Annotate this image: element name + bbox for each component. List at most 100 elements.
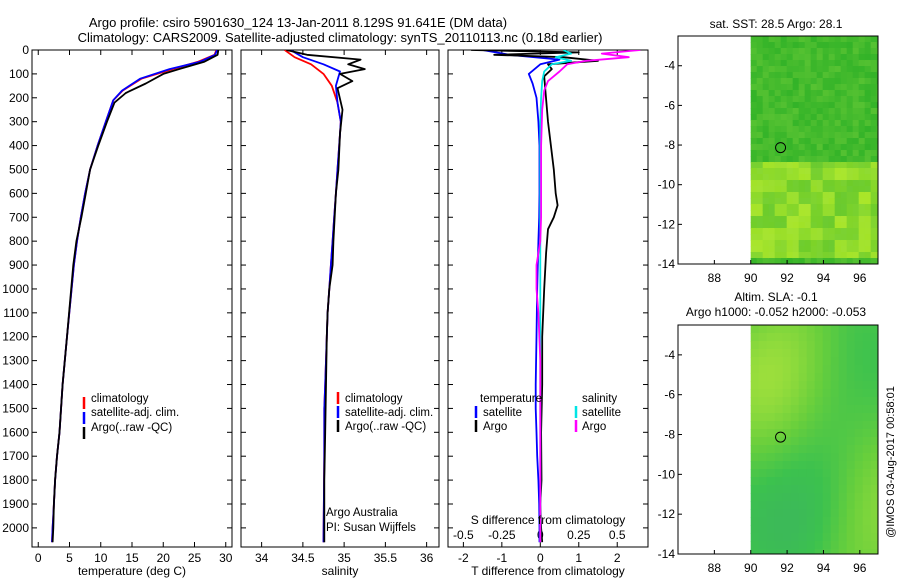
heatmap-cell xyxy=(806,477,816,486)
heatmap-cell xyxy=(758,525,768,534)
heatmap-cell xyxy=(782,525,792,534)
map-y-tick-label: -6 xyxy=(664,98,675,112)
heatmap-cell xyxy=(840,138,848,145)
heatmap-cell xyxy=(870,341,878,350)
heatmap-cell xyxy=(810,54,818,61)
heatmap-cell xyxy=(762,234,770,241)
series-line-salinity-argo xyxy=(535,50,641,543)
heatmap-cell xyxy=(870,126,878,133)
heatmap-cell xyxy=(862,485,872,494)
heatmap-cell xyxy=(852,138,860,145)
y-tick-label: 2000 xyxy=(2,521,29,535)
heatmap-cell xyxy=(838,397,848,406)
map-x-tick-label: 88 xyxy=(708,561,722,575)
heatmap-cell xyxy=(798,96,806,103)
heatmap-cell xyxy=(830,517,840,526)
heatmap-cell xyxy=(846,180,854,187)
heatmap-cell xyxy=(870,258,878,264)
heatmap-cell xyxy=(846,501,856,510)
heatmap-cell xyxy=(876,60,878,67)
heatmap-cell xyxy=(756,222,764,229)
series-line-temperature-satellite xyxy=(482,50,561,543)
heatmap-cell xyxy=(828,132,836,139)
heatmap-cell xyxy=(762,66,770,73)
heatmap-cell xyxy=(858,192,866,199)
heatmap-cell xyxy=(782,373,792,382)
heatmap-cell xyxy=(862,421,872,430)
heatmap-cell xyxy=(864,54,872,61)
heatmap-cell xyxy=(810,42,818,49)
heatmap-cell xyxy=(846,60,854,67)
heatmap-cell xyxy=(852,192,860,199)
heatmap-cell xyxy=(762,54,770,61)
temperature-panel: 0 5 10 15 20 25 300100200300400500600700800900… xyxy=(2,43,232,578)
heatmap-cell xyxy=(822,204,830,211)
heatmap-cell xyxy=(854,501,864,510)
heatmap-cell xyxy=(834,54,842,61)
heatmap-cell xyxy=(780,228,788,235)
heatmap-cell xyxy=(756,216,764,223)
heatmap-cell xyxy=(828,252,836,259)
heatmap-cell xyxy=(840,96,848,103)
heatmap-cell xyxy=(816,156,824,163)
heatmap-cell xyxy=(828,54,836,61)
y-tick-label: 1400 xyxy=(2,378,29,392)
heatmap-cell xyxy=(846,549,856,554)
heatmap-cell xyxy=(876,192,878,199)
heatmap-cell xyxy=(876,48,878,55)
heatmap-cell xyxy=(854,413,864,422)
heatmap-cell xyxy=(774,84,782,91)
heatmap-cell xyxy=(774,150,782,157)
heatmap-cell xyxy=(756,144,764,151)
heatmap-cell xyxy=(768,48,776,55)
y-tick-label: 1100 xyxy=(3,306,29,320)
map-y-tick-label: -6 xyxy=(664,388,675,402)
heatmap-cell xyxy=(870,96,878,103)
heatmap-cell xyxy=(756,42,764,49)
heatmap-cell xyxy=(790,333,800,342)
heatmap-cell xyxy=(798,501,808,510)
heatmap-cell xyxy=(786,240,794,247)
heatmap-cell xyxy=(782,429,792,438)
heatmap-cell xyxy=(858,54,866,61)
x-tick-label: 30 xyxy=(219,551,233,565)
heatmap-cell xyxy=(828,42,836,49)
heatmap-cell xyxy=(870,180,878,187)
heatmap-cell xyxy=(786,126,794,133)
heatmap-cell xyxy=(774,96,782,103)
heatmap-cell xyxy=(758,453,768,462)
heatmap-cell xyxy=(756,48,764,55)
heatmap-cell xyxy=(756,126,764,133)
heatmap-cell xyxy=(816,66,824,73)
heatmap-cell xyxy=(828,204,836,211)
heatmap-cell xyxy=(792,234,800,241)
heatmap-cell xyxy=(792,162,800,169)
heatmap-cell xyxy=(846,493,856,502)
heatmap-cell xyxy=(804,216,812,223)
heatmap-cell xyxy=(846,204,854,211)
heatmap-cell xyxy=(786,222,794,229)
heatmap-cell xyxy=(782,421,792,430)
heatmap-cell xyxy=(828,168,836,175)
heatmap-cell xyxy=(840,210,848,217)
heatmap-cell xyxy=(750,102,758,109)
y-tick-label: 1200 xyxy=(2,330,29,344)
heatmap-cell xyxy=(814,461,824,470)
heatmap-cell xyxy=(822,373,832,382)
heatmap-cell xyxy=(758,445,768,454)
heatmap-cell xyxy=(846,132,854,139)
heatmap-cell xyxy=(774,72,782,79)
heatmap-cell xyxy=(830,413,840,422)
heatmap-cell xyxy=(750,240,758,247)
heatmap-cell xyxy=(846,156,854,163)
heatmap-cell xyxy=(750,126,758,133)
heatmap-cell xyxy=(774,252,782,259)
heatmap-cell xyxy=(814,549,824,554)
heatmap-cell xyxy=(780,132,788,139)
heatmap-cell xyxy=(870,192,878,199)
heatmap-cell xyxy=(804,150,812,157)
heatmap-cell xyxy=(810,234,818,241)
heatmap-cell xyxy=(774,108,782,115)
heatmap-cell xyxy=(798,174,806,181)
heatmap-cell xyxy=(774,78,782,85)
